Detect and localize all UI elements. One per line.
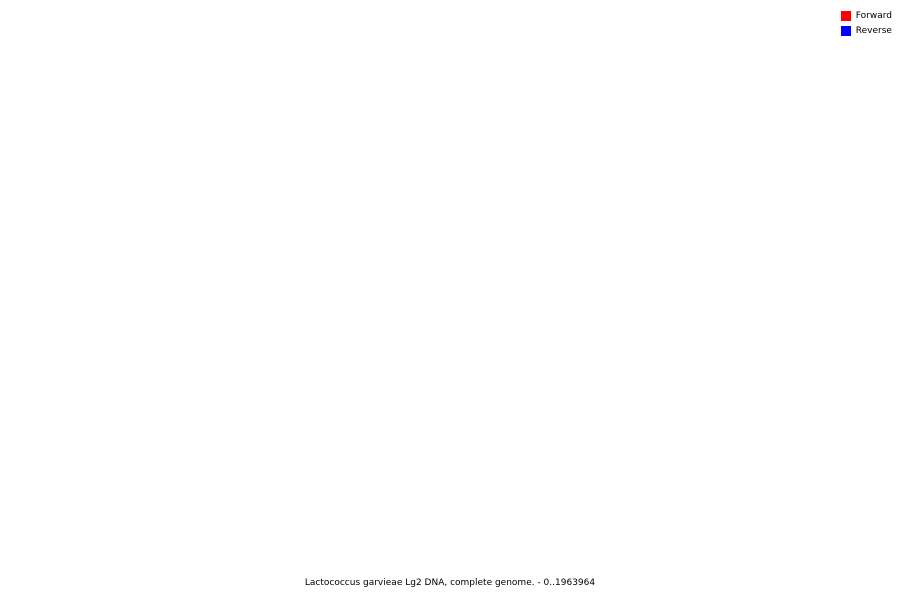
legend-item-forward[interactable]: Forward (840, 8, 892, 23)
legend: Forward Reverse (840, 8, 892, 38)
forward-swatch-icon (840, 10, 851, 21)
legend-label-forward: Forward (855, 10, 892, 21)
legend-item-reverse[interactable]: Reverse (840, 23, 892, 38)
legend-label-reverse: Reverse (855, 25, 892, 36)
genome-caption: Lactococcus garvieae Lg2 DNA, complete g… (304, 578, 596, 588)
reverse-swatch-icon (840, 25, 851, 36)
